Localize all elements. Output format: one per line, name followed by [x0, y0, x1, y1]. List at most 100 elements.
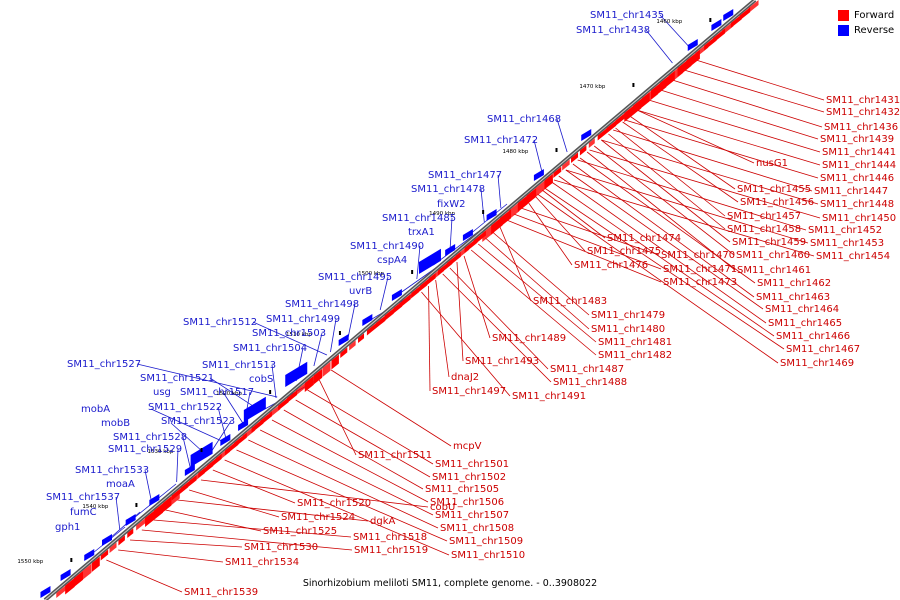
forward-gene — [597, 120, 617, 141]
forward-gene-label: SM11_chr1491 — [512, 391, 586, 402]
leader-line — [141, 529, 353, 551]
leader-line — [593, 145, 735, 256]
kbp-tick-mark — [269, 390, 272, 394]
reverse-gene — [60, 569, 71, 581]
leader-line — [463, 255, 491, 339]
forward-gene — [269, 404, 281, 418]
leader-line — [259, 429, 434, 516]
forward-gene-label: SM11_chr1481 — [598, 337, 672, 348]
forward-gene — [535, 180, 545, 197]
legend-forward: Forward — [838, 8, 894, 23]
reverse-gene-label: SM11_chr1495 — [318, 272, 392, 283]
forward-gene-label: SM11_chr1462 — [757, 278, 831, 289]
forward-gene-label: SM11_chr1463 — [756, 292, 830, 303]
forward-gene-label: SM11_chr1457 — [727, 211, 801, 222]
leader-line — [629, 115, 736, 190]
leader-line — [541, 189, 606, 239]
leader-line — [608, 133, 726, 230]
reverse-gene — [338, 334, 349, 346]
kbp-tick-mark — [70, 558, 73, 562]
leader-line — [176, 448, 179, 483]
leader-line — [534, 195, 586, 252]
forward-gene-label: SM11_chr1432 — [826, 107, 900, 118]
forward-gene-label: SM11_chr1447 — [814, 186, 888, 197]
backbone-highlight — [44, 0, 756, 600]
reverse-gene-label: SM11_chr1533 — [75, 465, 149, 476]
reverse-gene-label: cspA4 — [377, 255, 407, 266]
forward-gene-label: SM11_chr1469 — [780, 358, 854, 369]
reverse-gene-label: cobS — [249, 374, 273, 385]
forward-gene-label: SM11_chr1467 — [786, 344, 860, 355]
reverse-gene-label: SM11_chr1528 — [113, 432, 187, 443]
leader-line — [648, 99, 821, 153]
reverse-gene — [362, 314, 373, 326]
forward-gene-label: SM11_chr1493 — [465, 356, 539, 367]
leader-line — [558, 175, 767, 324]
leader-line — [660, 89, 819, 140]
forward-gene — [526, 187, 537, 205]
leader-line — [672, 79, 823, 128]
leader-line — [565, 169, 809, 244]
leader-line — [551, 181, 775, 337]
reverse-gene-label: SM11_chr1512 — [183, 317, 257, 328]
reverse-gene-label: SM11_chr1529 — [108, 444, 182, 455]
reverse-gene-label: SM11_chr1523 — [161, 416, 235, 427]
reverse-gene — [285, 361, 308, 387]
reverse-gene-label: moaA — [106, 479, 135, 490]
reverse-gene-label: SM11_chr1468 — [487, 114, 561, 125]
legend: Forward Reverse — [838, 8, 894, 38]
leader-line — [601, 139, 731, 243]
forward-gene — [482, 223, 495, 242]
kbp-tick-label: 1480 kbp — [503, 149, 529, 155]
leader-line — [416, 245, 421, 280]
forward-gene — [748, 0, 759, 13]
forward-gene-label: SM11_chr1508 — [440, 523, 514, 534]
forward-gene-label: SM11_chr1510 — [451, 550, 525, 561]
reverse-gene — [238, 419, 249, 431]
forward-gene-label: SM11_chr1471 — [663, 264, 737, 275]
reverse-gene-label: SM11_chr1435 — [590, 10, 664, 21]
forward-gene-label: SM11_chr1507 — [435, 510, 509, 521]
forward-gene-label: SM11_chr1476 — [574, 260, 648, 271]
forward-gene — [127, 528, 134, 538]
forward-gene — [136, 510, 155, 531]
leader-line — [659, 14, 691, 49]
forward-gene-label: SM11_chr1525 — [263, 526, 337, 537]
leader-line — [313, 332, 323, 367]
leader-line — [283, 409, 424, 490]
leader-line — [456, 261, 464, 362]
leader-line — [182, 436, 192, 471]
reverse-gene — [418, 248, 441, 274]
leader-line — [506, 219, 662, 283]
kbp-tick-label: 1540 kbp — [82, 504, 108, 510]
leader-line — [307, 389, 434, 465]
reverse-gene-label: SM11_chr1478 — [411, 184, 485, 195]
reverse-gene — [149, 494, 160, 506]
leader-line — [295, 399, 431, 478]
forward-gene — [340, 347, 348, 358]
forward-gene-label: SM11_chr1464 — [765, 304, 839, 315]
leader-line — [236, 449, 448, 542]
legend-reverse: Reverse — [838, 23, 894, 38]
leader-line — [421, 291, 511, 397]
leader-line — [428, 285, 431, 392]
kbp-tick-label: 1530 kbp — [148, 449, 174, 455]
kbp-tick-label: 1460 kbp — [656, 19, 682, 25]
reverse-gene-label: fixW2 — [437, 199, 465, 210]
leader-line — [480, 188, 485, 223]
reverse-gene — [184, 464, 195, 476]
kbp-tick-mark — [135, 503, 138, 507]
forward-gene-label: SM11_chr1520 — [297, 498, 371, 509]
forward-gene — [366, 315, 386, 336]
forward-gene-label: SM11_chr1519 — [354, 545, 428, 556]
leader-line — [449, 267, 549, 370]
forward-gene — [562, 159, 570, 171]
leader-line — [144, 469, 153, 504]
leader-line — [222, 391, 245, 426]
reverse-gene-label: SM11_chr1499 — [266, 314, 340, 325]
leader-line — [150, 408, 225, 443]
leader-line — [579, 157, 756, 284]
leader-line — [537, 193, 779, 364]
leader-line — [497, 174, 502, 209]
leader-line — [533, 139, 543, 174]
